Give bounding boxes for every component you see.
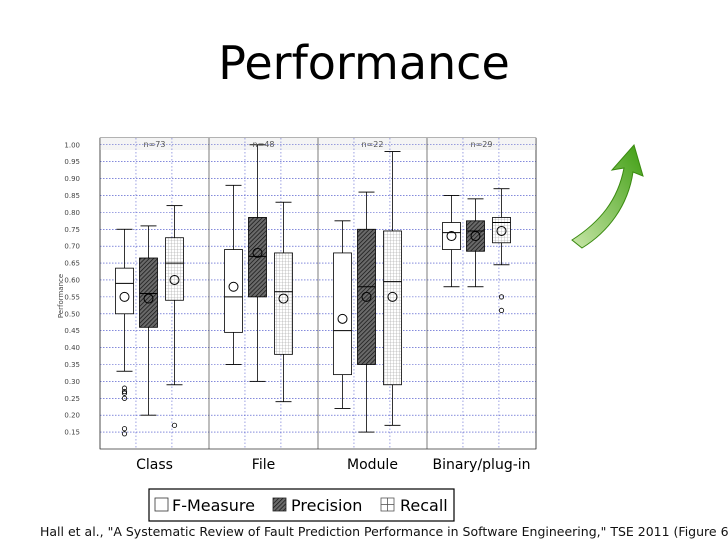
y-tick-label: 0.40: [64, 344, 80, 352]
outlier-point: [171, 422, 178, 428]
y-tick-label: 0.55: [64, 293, 80, 301]
y-tick-label: 0.15: [64, 429, 80, 437]
box-iqr: [165, 237, 184, 301]
box-fmeasure: [442, 195, 461, 288]
box-iqr: [115, 267, 134, 315]
box-iqr: [466, 220, 485, 252]
y-tick-label: 0.20: [64, 412, 80, 420]
legend-frame: [148, 488, 455, 522]
y-tick-label: 0.25: [64, 395, 80, 403]
box-recall: [383, 151, 402, 426]
y-tick-label: 0.85: [64, 192, 80, 200]
y-tick-label: 0.45: [64, 327, 80, 335]
y-tick-label: 0.80: [64, 209, 80, 217]
mean-marker: [228, 281, 239, 292]
mean-marker: [446, 231, 457, 242]
green-up-arrow-icon: [571, 143, 644, 249]
group-n-label: n=73: [144, 140, 166, 149]
legend-label-recall: Recall: [400, 496, 448, 515]
outlier-point: [121, 388, 128, 395]
box-recall: [165, 205, 184, 428]
mean-marker: [337, 313, 348, 324]
box-iqr: [383, 230, 402, 386]
y-tick-label: 0.35: [64, 361, 80, 369]
legend-label-precision: Precision: [291, 496, 362, 515]
y-tick-label: 0.50: [64, 310, 80, 318]
mean-marker: [169, 274, 180, 285]
box-recall: [274, 201, 293, 403]
y-tick-label: 0.90: [64, 175, 80, 183]
box-iqr: [139, 257, 158, 328]
y-tick-label: 0.70: [64, 243, 80, 251]
legend-swatch-f-measure: [154, 497, 169, 512]
y-tick-label: 1.00: [64, 141, 80, 149]
group-n-label: n=22: [362, 140, 384, 149]
group-category-label: Binary/plug-in: [432, 457, 530, 473]
mean-marker: [470, 231, 481, 242]
mean-marker: [387, 291, 398, 302]
box-iqr: [274, 252, 293, 355]
chart-legend: F-Measure Precision Recall: [148, 488, 455, 522]
mean-marker: [278, 293, 289, 304]
y-tick-label: 0.65: [64, 260, 80, 268]
outlier-point: [121, 385, 128, 391]
outlier-point: [121, 426, 128, 432]
outlier-point: [121, 395, 128, 401]
box-precision: [357, 191, 376, 433]
outlier-point: [121, 390, 128, 396]
box-fmeasure: [333, 220, 352, 409]
legend-swatch-precision: [272, 497, 287, 512]
group-n-label: n=29: [471, 140, 493, 149]
slide-title: Performance: [218, 36, 510, 90]
box-iqr: [357, 228, 376, 365]
group-n-label: n=48: [253, 140, 275, 149]
group-category-label: Class: [136, 457, 173, 473]
box-iqr: [442, 222, 461, 250]
mean-marker: [361, 291, 372, 302]
y-axis-label: Performance: [57, 274, 65, 318]
box-iqr: [333, 252, 352, 376]
citation: Hall et al., "A Systematic Review of Fau…: [40, 524, 728, 539]
y-tick-label: 0.95: [64, 158, 80, 166]
mean-marker: [143, 293, 154, 304]
box-precision: [139, 225, 158, 416]
outlier-point: [498, 294, 505, 300]
box-fmeasure: [224, 184, 243, 365]
mean-marker: [496, 225, 507, 236]
mean-marker: [252, 247, 263, 258]
group-category-label: Module: [347, 457, 398, 473]
legend-label-f-measure: F-Measure: [172, 496, 255, 515]
box-fmeasure: [115, 228, 134, 437]
y-tick-label: 0.60: [64, 276, 80, 284]
box-iqr: [492, 217, 511, 244]
outlier-point: [498, 307, 505, 314]
outlier-point: [121, 431, 128, 437]
group-category-label: File: [252, 457, 275, 473]
box-precision: [248, 144, 267, 382]
box-precision: [466, 198, 485, 288]
mean-marker: [119, 291, 130, 302]
y-tick-label: 0.75: [64, 226, 80, 234]
y-tick-label: 0.30: [64, 378, 80, 386]
box-recall: [492, 188, 511, 314]
